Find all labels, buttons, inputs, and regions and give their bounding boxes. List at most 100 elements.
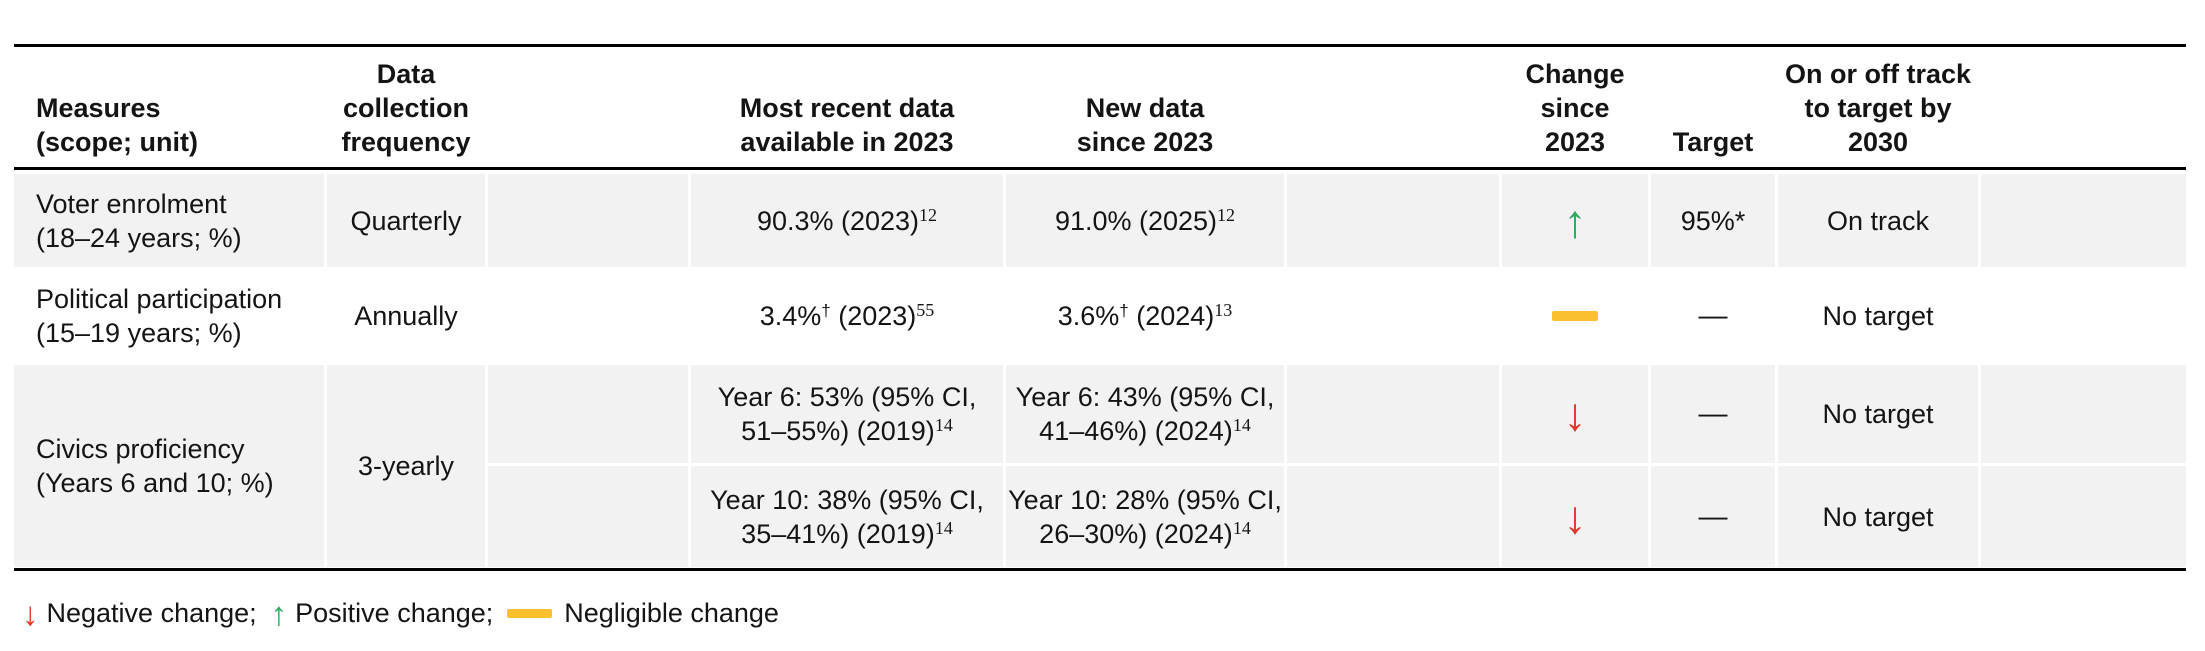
header-change: Change since 2023 [1525,59,1625,157]
spacer-cell [488,174,688,267]
new-line1: Year 10: 28% (95% CI, [1008,484,1282,515]
header-recent-data: Most recent data available in 2023 [739,93,955,157]
cell-target: — [1651,466,1775,567]
cell-recent-data-year6: Year 6: 53% (95% CI, 51–55%) (2019)14 [691,365,1003,463]
dagger-mark: † [1119,301,1129,320]
cell-track: No target [1778,466,1978,567]
header-target: Target [1672,127,1754,157]
spacer-cell [488,270,688,362]
cell-track: No target [1778,270,1978,362]
track-value: No target [1822,399,1934,429]
cell-frequency: Quarterly [327,174,485,267]
footnote-ref: 12 [919,204,938,225]
spacer-cell [488,365,688,463]
table-top-rule [14,44,2186,47]
cell-recent-data-year10: Year 10: 38% (95% CI, 35–41%) (2019)14 [691,466,1003,567]
cell-track: No target [1778,365,1978,463]
measure-name: Civics proficiency [36,434,245,464]
measure-name: Voter enrolment [36,188,227,219]
header-new-data: New data since 2023 [1076,93,1214,157]
track-value: No target [1822,501,1934,532]
cell-measure-political-participation: Political participation (15–19 years; %) [14,270,324,362]
header-track: On or off track to target by 2030 [1784,59,1972,157]
footnote-ref: 13 [1214,300,1233,320]
new-value: 91.0% (2025)12 [1054,204,1236,236]
new-value: 3.6%† (2024)13 [1057,300,1233,331]
recent-line2: 35–41%) (2019)14 [741,517,953,549]
target-value: — [1698,500,1728,533]
cell-measure-civics-proficiency: Civics proficiency (Years 6 and 10; %) [14,365,324,567]
cell-new-data-year6: Year 6: 43% (95% CI, 41–46%) (2024)14 [1006,365,1284,463]
table-header-rule [14,167,2186,170]
header-frequency: Data collection frequency [341,59,471,157]
header-measures: Measures (scope; unit) [36,93,198,157]
table-bottom-rule [14,568,2186,571]
dagger-mark: † [821,301,831,320]
recent-value: 90.3% (2023)12 [756,204,938,236]
cell-new-data: 91.0% (2025)12 [1006,174,1284,267]
target-value: 95%* [1680,205,1746,236]
spacer-cell [1287,270,1499,362]
table-header-row: Measures (scope; unit) Data collection f… [14,47,2186,167]
recent-line1: Year 10: 38% (95% CI, [710,484,984,515]
footnote-ref: 14 [934,517,953,538]
measure-scope: (Years 6 and 10; %) [36,468,274,498]
cell-frequency: Annually [327,270,485,362]
measure-scope: (15–19 years; %) [36,318,242,348]
cell-frequency: 3-yearly [327,365,485,567]
down-arrow-icon: ↓ [1563,388,1587,440]
cell-measure-voter-enrolment: Voter enrolment (18–24 years; %) [14,174,324,267]
negligible-change-dash-icon [1552,311,1598,321]
recent-line1: Year 6: 53% (95% CI, [717,382,977,412]
cell-change [1502,270,1648,362]
down-arrow-icon: ↓ [1563,490,1587,543]
new-line2: 41–46%) (2024)14 [1039,415,1251,446]
spacer-cell [1287,174,1499,267]
cell-target: 95%* [1651,174,1775,267]
measure-name: Political participation [36,284,283,314]
track-value: No target [1822,301,1934,331]
up-arrow-icon: ↑ [270,594,288,632]
spacer-cell [1981,365,2186,463]
legend-positive-label: Positive change; [295,598,494,628]
cell-change: ↓ [1502,365,1648,463]
spacer-cell [488,466,688,567]
target-value: — [1698,300,1728,332]
measure-scope: (18–24 years; %) [36,222,242,253]
footnote-ref: 12 [1217,204,1236,225]
cell-target: — [1651,270,1775,362]
new-line1: Year 6: 43% (95% CI, [1015,382,1275,412]
cell-change: ↑ [1502,174,1648,267]
footnote-ref: 14 [1232,517,1251,538]
footnote-ref: 14 [1232,415,1251,435]
negligible-change-dash-icon [507,608,553,618]
recent-value: 3.4%† (2023)55 [759,300,935,331]
target-value: — [1698,398,1728,430]
footnote-ref: 14 [934,415,953,435]
spacer-cell [1981,174,2186,267]
legend: ↓ Negative change; ↑ Positive change; Ne… [14,596,2186,630]
cell-recent-data: 3.4%† (2023)55 [691,270,1003,362]
down-arrow-icon: ↓ [22,594,39,632]
frequency-value: 3-yearly [357,451,455,481]
table-body: Voter enrolment (18–24 years; %) Quarter… [14,174,2186,567]
cell-recent-data: 90.3% (2023)12 [691,174,1003,267]
cell-target: — [1651,365,1775,463]
spacer-cell [1287,365,1499,463]
cell-change: ↓ [1502,466,1648,567]
new-line2: 26–30%) (2024)14 [1039,517,1251,549]
frequency-value: Annually [354,301,458,331]
spacer-cell [1287,466,1499,567]
cell-new-data-year10: Year 10: 28% (95% CI, 26–30%) (2024)14 [1006,466,1284,567]
cell-track: On track [1778,174,1978,267]
track-value: On track [1826,205,1930,236]
legend-negative-label: Negative change; [46,598,257,628]
frequency-value: Quarterly [350,205,462,236]
legend-negligible-label: Negligible change [564,598,779,628]
measures-table: Measures (scope; unit) Data collection f… [14,44,2186,630]
up-arrow-icon: ↑ [1563,194,1587,247]
footnote-ref: 55 [916,300,935,320]
spacer-cell [1981,466,2186,567]
cell-new-data: 3.6%† (2024)13 [1006,270,1284,362]
spacer-cell [1981,270,2186,362]
